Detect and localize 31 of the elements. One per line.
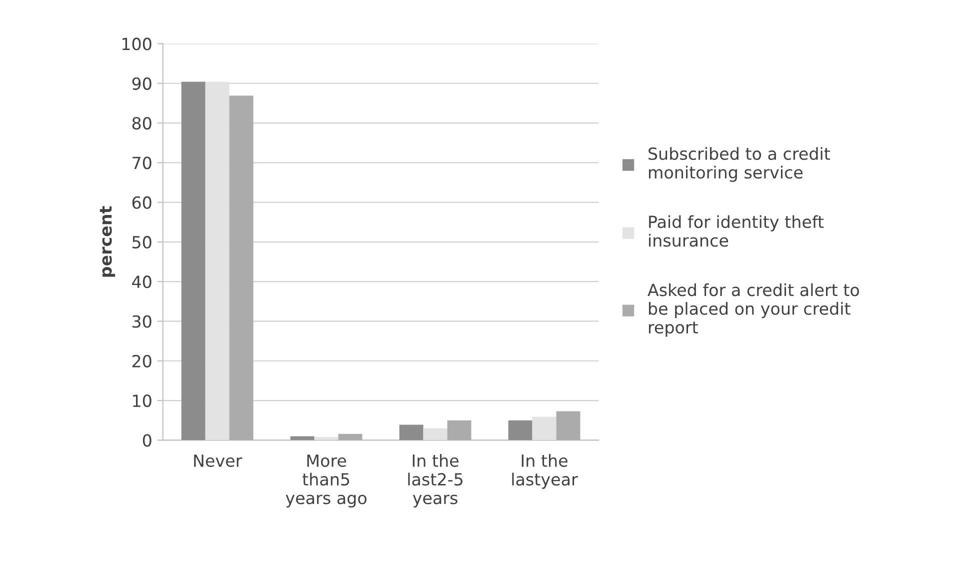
- y-tick-label: 70: [132, 156, 152, 170]
- bar: [290, 436, 314, 440]
- y-tick-label: 50: [132, 236, 152, 249]
- y-tick-label: 100: [122, 38, 152, 50]
- bar: [205, 82, 230, 440]
- bar: [338, 434, 362, 440]
- y-tick-label: 20: [132, 354, 152, 368]
- bar: [399, 424, 424, 440]
- bar: [314, 436, 338, 440]
- x-tick-label: Never: [194, 454, 242, 467]
- bar: [181, 82, 206, 440]
- legend-label: Paid for identity theft insurance: [649, 215, 824, 247]
- y-tick-label: 80: [132, 116, 152, 130]
- bar: [508, 420, 532, 440]
- y-axis-title: percent: [100, 206, 116, 277]
- bar: [229, 96, 254, 440]
- y-tick-label: 40: [132, 276, 152, 288]
- bar: [532, 416, 556, 440]
- legend-label: Asked for a credit alert to be placed on your credit report: [648, 283, 859, 337]
- bar: [447, 420, 472, 440]
- x-tick-label: In the last2-5 years: [408, 454, 462, 508]
- y-tick-label: 90: [132, 77, 152, 90]
- legend-label: Subscribed to a credit monitoring service: [648, 147, 830, 182]
- y-tick-label: 60: [132, 196, 152, 209]
- y-tick-label: 30: [132, 315, 152, 328]
- x-tick-label: More than5 years ago: [286, 454, 366, 508]
- y-tick-label: 0: [142, 434, 152, 447]
- bar: [423, 428, 448, 440]
- bar: [556, 411, 580, 440]
- y-tick-label: 10: [133, 394, 152, 408]
- x-tick-label: In the lastyear: [512, 454, 578, 489]
